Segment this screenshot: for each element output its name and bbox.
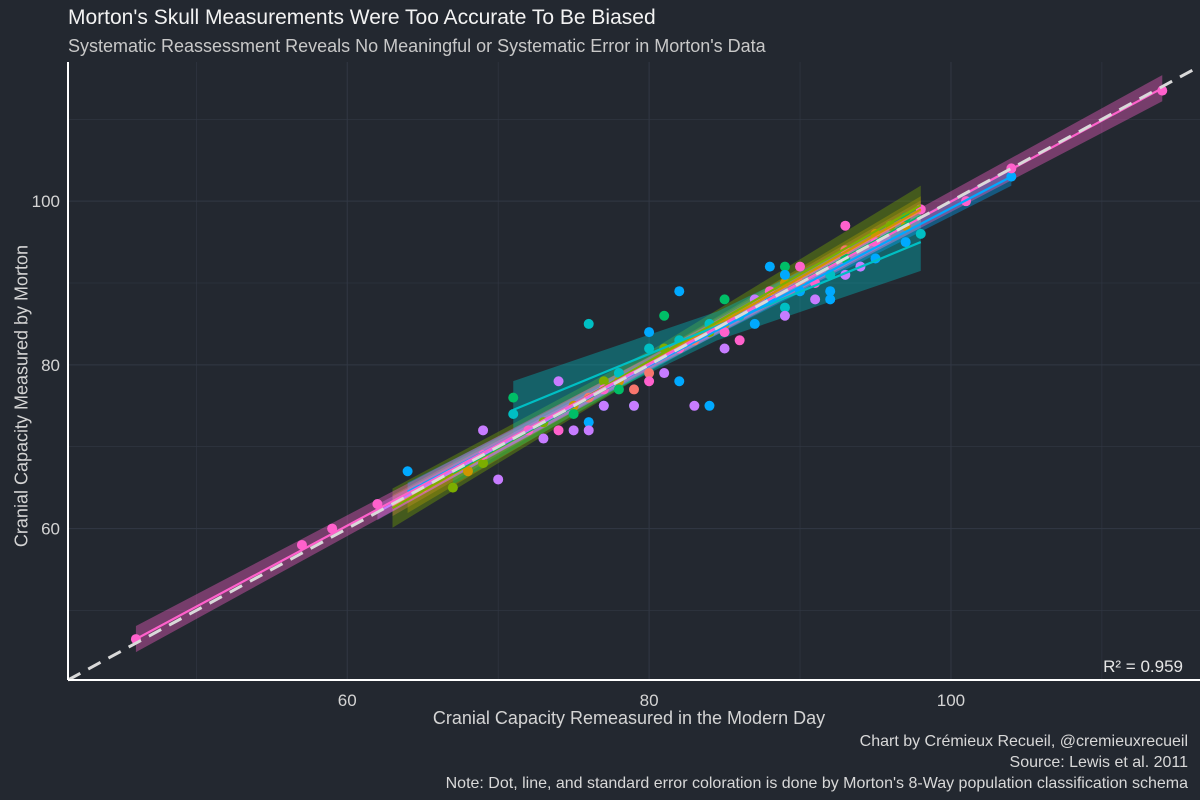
r-squared-annotation: R² = 0.959 bbox=[1103, 657, 1183, 676]
chart-title: Morton's Skull Measurements Were Too Acc… bbox=[68, 6, 656, 29]
data-point-group-8 bbox=[327, 523, 338, 534]
data-point-group-8 bbox=[719, 327, 730, 338]
data-point-group-8 bbox=[795, 261, 806, 272]
data-point-group-8 bbox=[1157, 85, 1168, 96]
axes bbox=[67, 62, 1200, 681]
y-axis-label: Cranial Capacity Measured by Morton bbox=[11, 244, 32, 548]
identity-line-group bbox=[67, 64, 1200, 682]
data-point-group-7 bbox=[689, 400, 700, 411]
y-tick-label: 100 bbox=[32, 192, 60, 211]
data-point-group-6 bbox=[749, 318, 760, 329]
data-point-group-4 bbox=[659, 310, 670, 321]
data-point-group-7 bbox=[538, 433, 549, 444]
data-point-group-2 bbox=[462, 466, 473, 477]
data-point-group-8 bbox=[840, 220, 851, 231]
fit-line-group-8 bbox=[135, 87, 1163, 641]
data-point-group-6 bbox=[704, 400, 715, 411]
data-point-group-5 bbox=[583, 318, 594, 329]
x-tick-label: 80 bbox=[640, 691, 659, 710]
data-point-group-7 bbox=[719, 343, 730, 354]
data-point-group-3 bbox=[447, 482, 458, 493]
data-point-group-7 bbox=[779, 310, 790, 321]
data-point-group-4 bbox=[779, 261, 790, 272]
data-point-group-1 bbox=[629, 384, 639, 395]
data-point-group-7 bbox=[553, 376, 564, 387]
data-point-group-6 bbox=[825, 286, 836, 297]
data-point-group-6 bbox=[402, 466, 413, 477]
chart-subtitle: Systematic Reassessment Reveals No Meani… bbox=[68, 36, 766, 56]
data-point-group-4 bbox=[613, 384, 624, 395]
data-point-group-5 bbox=[508, 408, 519, 419]
caption-source: Source: Lewis et al. 2011 bbox=[1009, 754, 1188, 771]
data-point-group-6 bbox=[674, 286, 685, 297]
data-point-group-7 bbox=[629, 400, 639, 411]
data-point-group-5 bbox=[779, 302, 790, 313]
x-tick-label: 100 bbox=[937, 691, 965, 710]
data-point-group-7 bbox=[568, 425, 579, 436]
data-point-group-7 bbox=[493, 474, 504, 485]
data-point-group-8 bbox=[644, 376, 655, 387]
data-point-group-6 bbox=[825, 294, 836, 305]
data-point-group-6 bbox=[583, 417, 594, 428]
x-axis-label: Cranial Capacity Remeasured in the Moder… bbox=[432, 708, 826, 728]
y-tick-label: 80 bbox=[41, 356, 60, 375]
x-tick-label: 60 bbox=[338, 691, 357, 710]
data-point-group-6 bbox=[644, 327, 655, 338]
data-point-group-7 bbox=[598, 400, 609, 411]
data-point-group-8 bbox=[372, 499, 383, 510]
data-point-group-7 bbox=[659, 368, 670, 379]
data-point-group-5 bbox=[644, 343, 655, 354]
data-point-group-5 bbox=[915, 228, 926, 239]
data-point-group-4 bbox=[568, 408, 579, 419]
data-point-group-1 bbox=[644, 368, 655, 379]
data-point-group-7 bbox=[583, 425, 594, 436]
y-tick-label: 60 bbox=[41, 520, 60, 539]
data-point-group-8 bbox=[734, 335, 745, 346]
data-point-group-4 bbox=[508, 392, 519, 403]
data-point-group-3 bbox=[598, 376, 609, 387]
data-point-group-7 bbox=[478, 425, 489, 436]
caption-credit: Chart by Crémieux Recueil, @cremieuxrecu… bbox=[859, 733, 1188, 750]
identity-line bbox=[67, 64, 1200, 682]
caption-note: Note: Dot, line, and standard error colo… bbox=[445, 775, 1188, 792]
data-point-group-5 bbox=[613, 368, 624, 379]
data-point-group-6 bbox=[900, 237, 911, 248]
data-point-group-6 bbox=[674, 376, 685, 387]
data-point-group-6 bbox=[764, 261, 775, 272]
data-point-group-4 bbox=[719, 294, 730, 305]
data-point-group-7 bbox=[810, 294, 821, 305]
data-point-group-3 bbox=[478, 458, 489, 469]
data-point-group-8 bbox=[553, 425, 564, 436]
data-point-group-6 bbox=[779, 269, 790, 280]
tick-labels: 60 80 100 60 80 100 bbox=[32, 192, 966, 710]
